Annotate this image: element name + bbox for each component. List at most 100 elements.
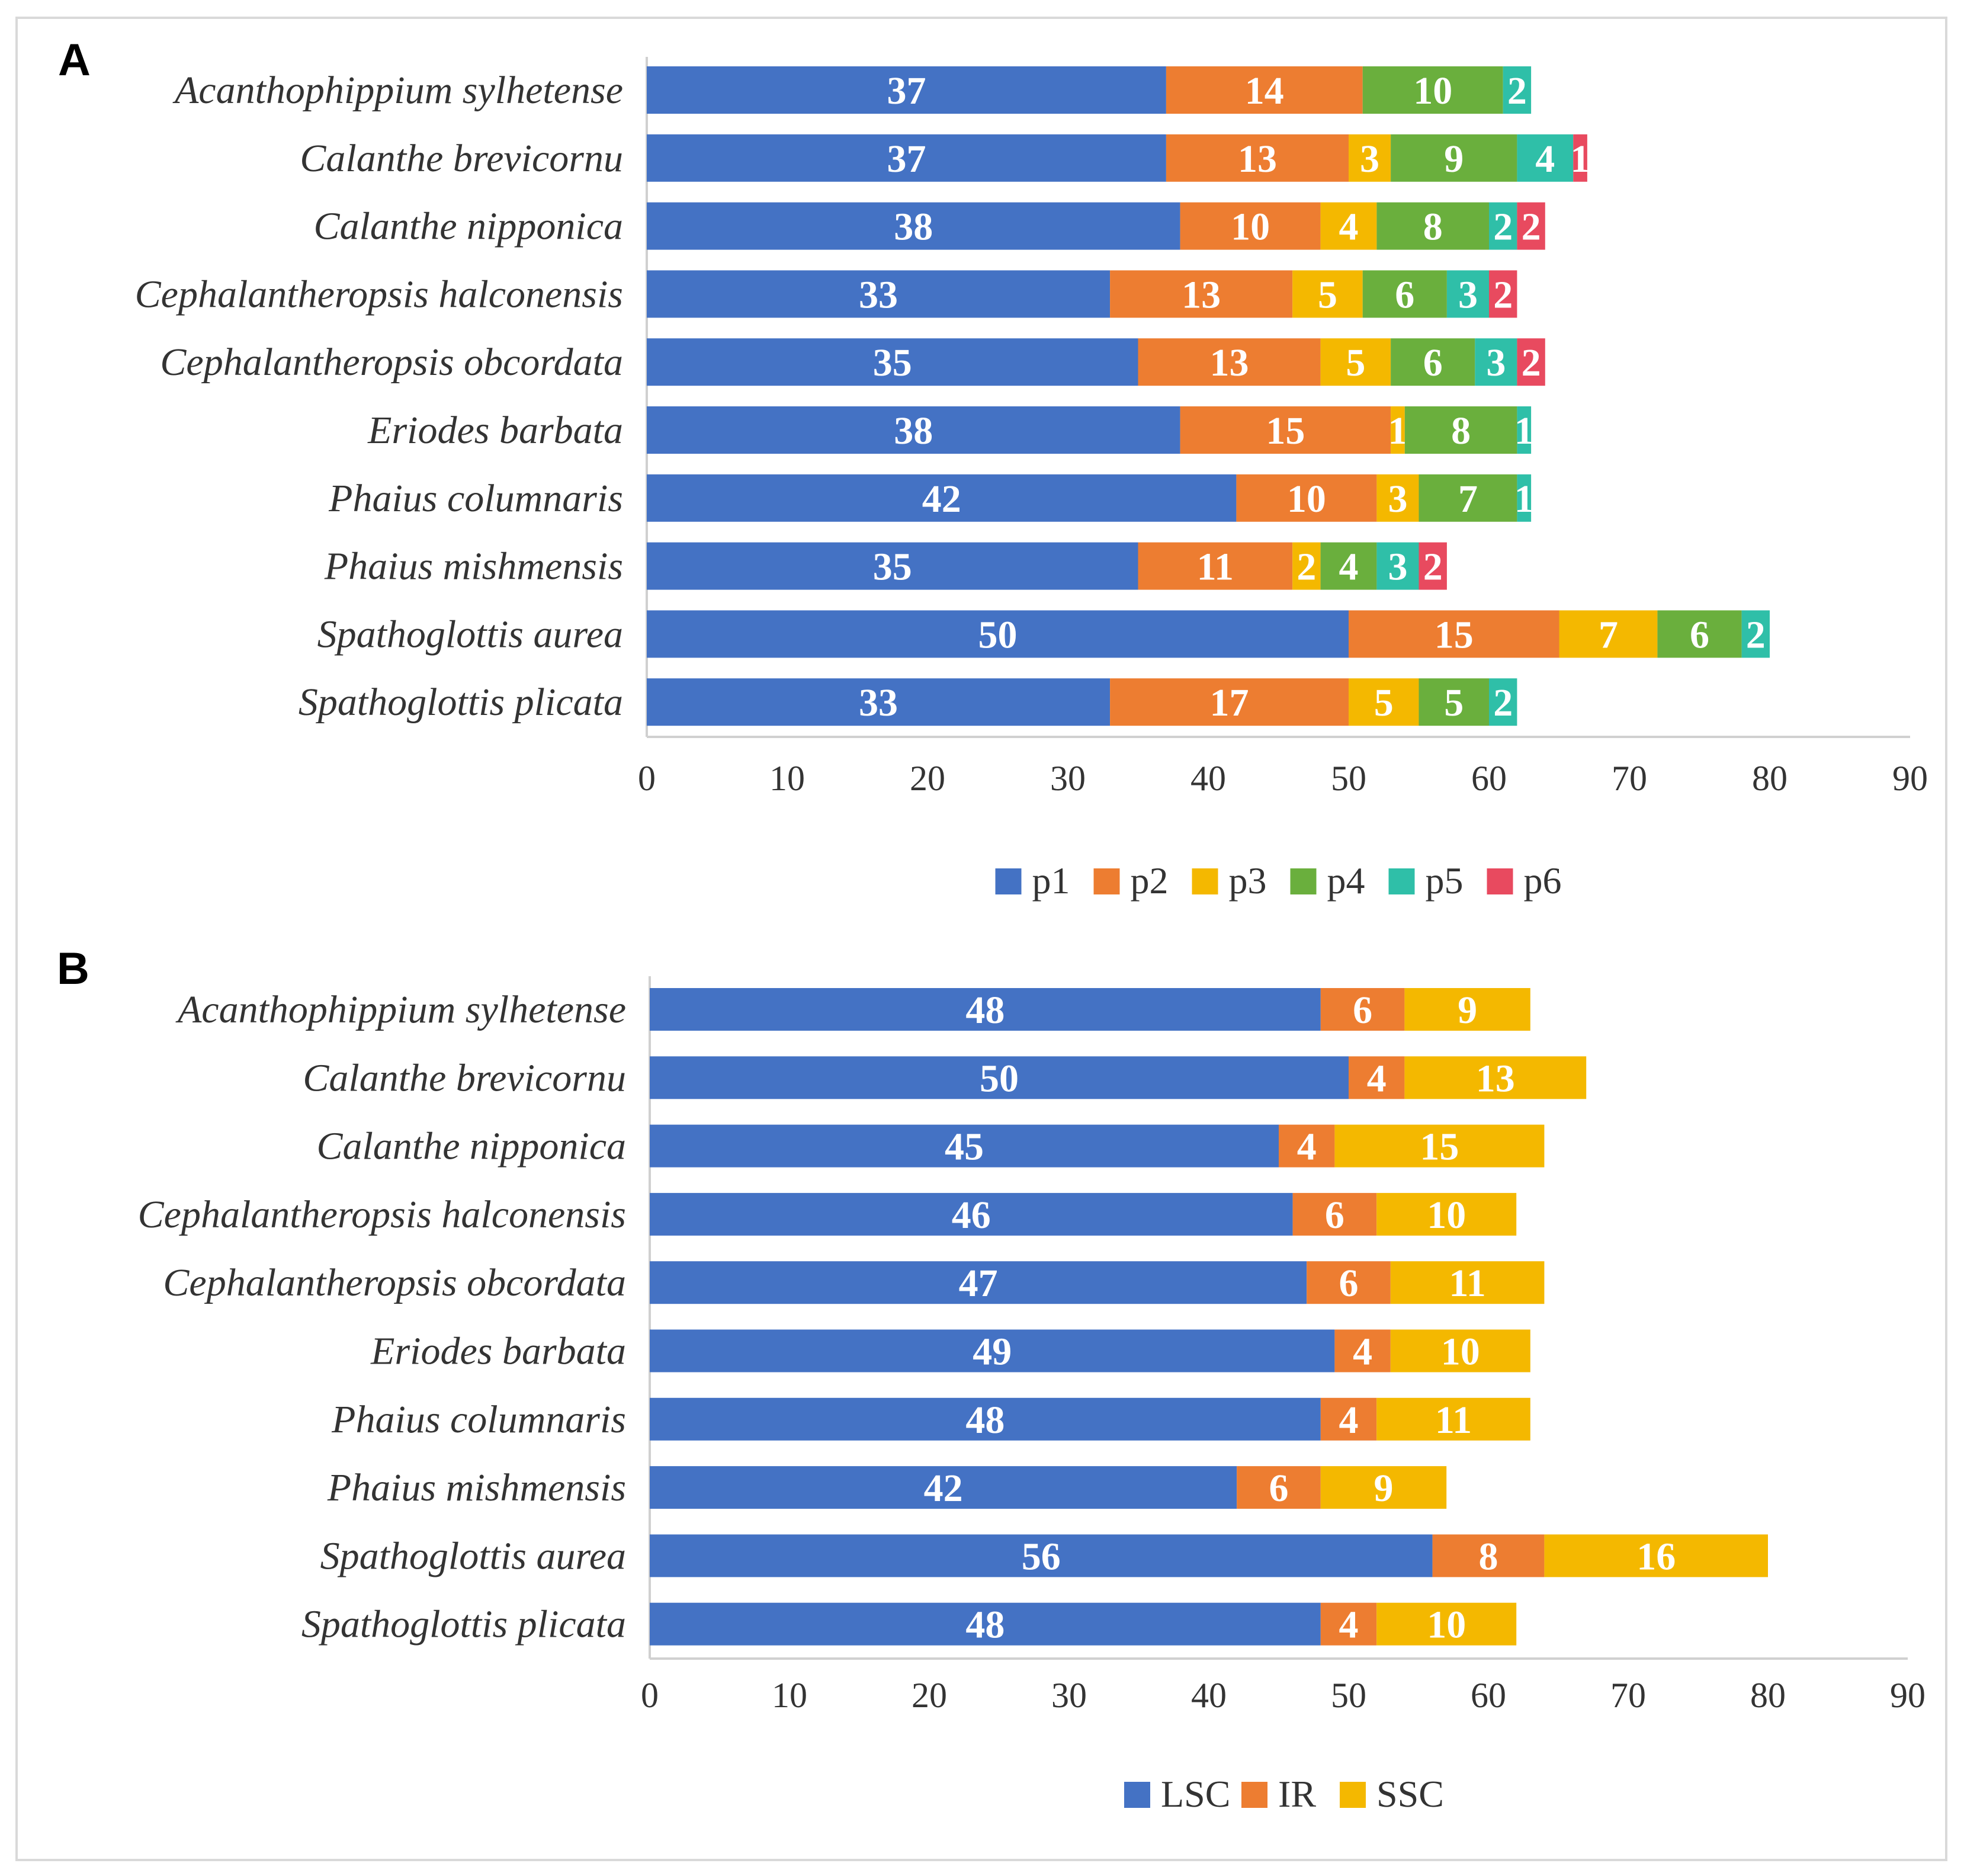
- legend: p1 p2 p3 p4 p5 p6: [995, 860, 1562, 902]
- bar-segment-p4: [1391, 338, 1475, 386]
- data-label: 42: [924, 1467, 963, 1510]
- bar-segment-p3: [1391, 406, 1405, 454]
- category-label: Cephalantheropsis obcordata: [160, 341, 623, 384]
- data-label: 11: [1449, 1262, 1485, 1305]
- x-tick-label: 80: [1750, 1676, 1786, 1715]
- bar-segment-ssc: [1376, 1397, 1530, 1441]
- data-label: 10: [1427, 1604, 1466, 1647]
- data-label: 42: [922, 477, 961, 521]
- data-label: 2: [1522, 341, 1541, 384]
- data-label: 6: [1395, 273, 1414, 316]
- bar-segment-p2: [1349, 610, 1559, 658]
- x-tick-label: 30: [1050, 759, 1086, 798]
- category-label: Calanthe brevicornu: [300, 137, 623, 180]
- data-label: 7: [1458, 477, 1478, 521]
- data-label: 10: [1441, 1330, 1480, 1374]
- bar-segment-p5: [1517, 474, 1532, 522]
- bar-segment-ssc: [1390, 1261, 1545, 1304]
- data-label: 14: [1245, 69, 1284, 113]
- bar-segment-ssc: [1334, 1124, 1545, 1168]
- x-tick-label: 40: [1191, 1676, 1227, 1715]
- data-label: 49: [973, 1330, 1012, 1374]
- data-label: 47: [959, 1262, 998, 1305]
- bar-segment-p1: [647, 134, 1166, 182]
- legend-label-ssc: SSC: [1376, 1773, 1444, 1815]
- data-label: 46: [952, 1194, 991, 1237]
- data-label: 37: [887, 137, 926, 181]
- bar-segment-p2: [1180, 406, 1391, 454]
- data-label: 9: [1458, 989, 1477, 1032]
- x-tick-label: 80: [1752, 759, 1788, 798]
- legend: LSC IR SSC: [1124, 1773, 1444, 1815]
- legend-swatch-p5: [1388, 868, 1415, 894]
- category-label: Cephalantheropsis halconensis: [138, 1193, 626, 1236]
- bar-segment-lsc: [650, 1397, 1321, 1441]
- x-tick-label: 60: [1471, 759, 1507, 798]
- data-label: 4: [1367, 1057, 1387, 1100]
- bar-segment-lsc: [650, 1466, 1237, 1509]
- bar-segment-ssc: [1404, 988, 1530, 1031]
- bar-segment-p5: [1376, 542, 1419, 590]
- data-label: 11: [1435, 1399, 1472, 1442]
- bar-segment-p6: [1517, 338, 1545, 386]
- category-label: Phaius columnaris: [328, 477, 623, 520]
- panel-label-a: A: [58, 35, 91, 85]
- bar-segment-p1: [647, 542, 1138, 590]
- x-tick-label: 70: [1610, 1676, 1646, 1715]
- bar-segment-ir: [1320, 1602, 1377, 1646]
- data-label: 9: [1374, 1467, 1394, 1510]
- bar-segment-p5: [1446, 270, 1489, 318]
- x-tick-label: 20: [910, 759, 945, 798]
- data-label: 3: [1458, 273, 1478, 316]
- data-label: 15: [1435, 613, 1474, 656]
- bar-segment-p4: [1362, 66, 1503, 114]
- data-label: 11: [1197, 546, 1234, 589]
- data-label: 3: [1388, 546, 1407, 589]
- data-label: 33: [859, 273, 898, 316]
- bar-segment-ir: [1292, 1192, 1377, 1236]
- data-label: 2: [1746, 613, 1766, 656]
- bar-segment-p5: [1517, 134, 1574, 182]
- bar-segment-ir: [1349, 1056, 1405, 1099]
- x-tick-label: 40: [1190, 759, 1226, 798]
- x-tick-label: 10: [769, 759, 805, 798]
- data-label: 3: [1388, 477, 1407, 521]
- data-label: 13: [1210, 341, 1249, 384]
- bar-segment-lsc: [650, 1261, 1307, 1304]
- data-label: 1: [1388, 409, 1407, 453]
- data-label: 7: [1599, 613, 1618, 656]
- data-label: 48: [965, 1604, 1005, 1647]
- x-tick-label: 90: [1892, 759, 1928, 798]
- bar-segment-p1: [647, 270, 1111, 318]
- legend-label-p6: p6: [1524, 860, 1562, 902]
- bar-segment-lsc: [650, 1602, 1321, 1646]
- data-label: 6: [1269, 1467, 1289, 1510]
- bar-segment-p3: [1349, 678, 1419, 726]
- bar-segment-p6: [1517, 202, 1545, 250]
- bar-segment-p2: [1166, 134, 1349, 182]
- x-tick-label: 50: [1331, 759, 1366, 798]
- bar-segment-ssc: [1544, 1534, 1768, 1577]
- x-tick-label: 0: [641, 1676, 659, 1715]
- data-label: 1: [1514, 409, 1534, 453]
- legend-swatch-p2: [1093, 868, 1120, 894]
- data-label: 5: [1374, 681, 1394, 724]
- data-label: 48: [965, 1399, 1005, 1442]
- legend-swatch-ssc: [1340, 1782, 1366, 1808]
- data-label: 37: [887, 69, 926, 113]
- bar-segment-p3: [1320, 338, 1391, 386]
- data-label: 13: [1182, 273, 1221, 316]
- x-tick-label: 0: [638, 759, 656, 798]
- category-label: Phaius mishmensis: [327, 1466, 626, 1509]
- data-label: 4: [1339, 546, 1359, 589]
- data-label: 4: [1339, 1399, 1359, 1442]
- category-label: Spathoglottis aurea: [320, 1534, 626, 1577]
- bar-segment-p3: [1559, 610, 1658, 658]
- bar-segment-p2: [1138, 542, 1293, 590]
- data-label: 2: [1522, 206, 1541, 249]
- bar-segment-p1: [647, 202, 1180, 250]
- bar-segment-p3: [1376, 474, 1419, 522]
- bar-segment-ir: [1320, 988, 1405, 1031]
- data-label: 10: [1427, 1194, 1466, 1237]
